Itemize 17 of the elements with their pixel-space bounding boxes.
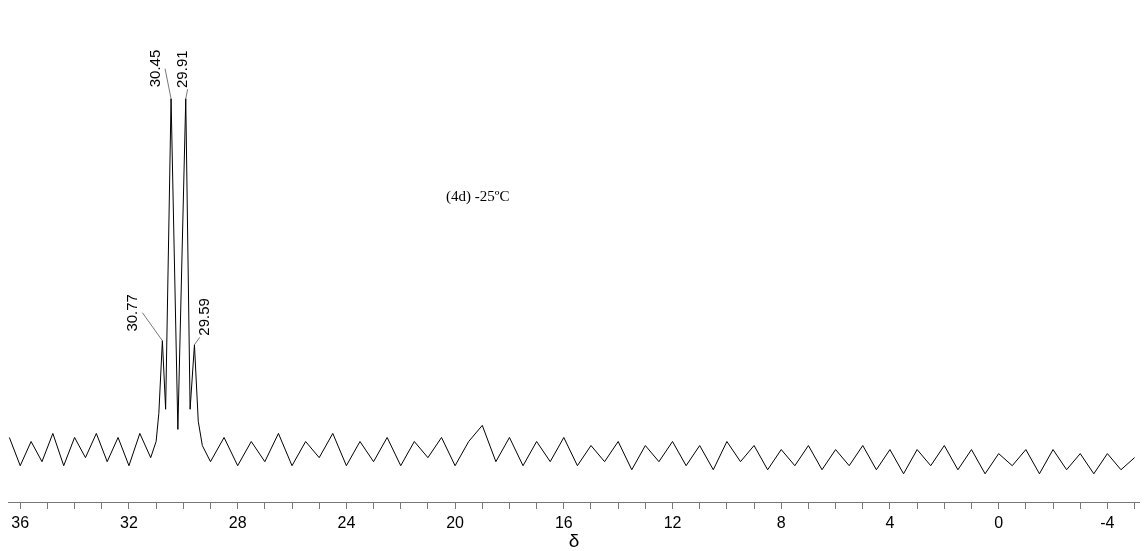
x-tick-label: 8: [776, 514, 786, 532]
annotation: 29.91: [172, 50, 190, 88]
x-tick-label: 28: [228, 514, 247, 532]
annotation: 30.77: [123, 294, 141, 332]
x-tick-label: 16: [554, 514, 573, 532]
x-tick-label: 36: [11, 514, 30, 532]
x-tick-label: 32: [120, 514, 138, 532]
x-tick-label: 12: [663, 514, 682, 532]
annotation: (4d) -25ºC: [446, 188, 510, 205]
x-tick-label: -4: [1100, 514, 1115, 532]
x-tick-label: 20: [446, 514, 465, 532]
x-tick-label: 4: [885, 514, 895, 532]
x-tick-label: 0: [994, 514, 1004, 532]
x-axis-title: δ: [568, 530, 580, 551]
annotation: 29.59: [195, 298, 213, 336]
x-tick-label: 24: [337, 514, 356, 532]
annotation: 30.45: [145, 49, 163, 88]
